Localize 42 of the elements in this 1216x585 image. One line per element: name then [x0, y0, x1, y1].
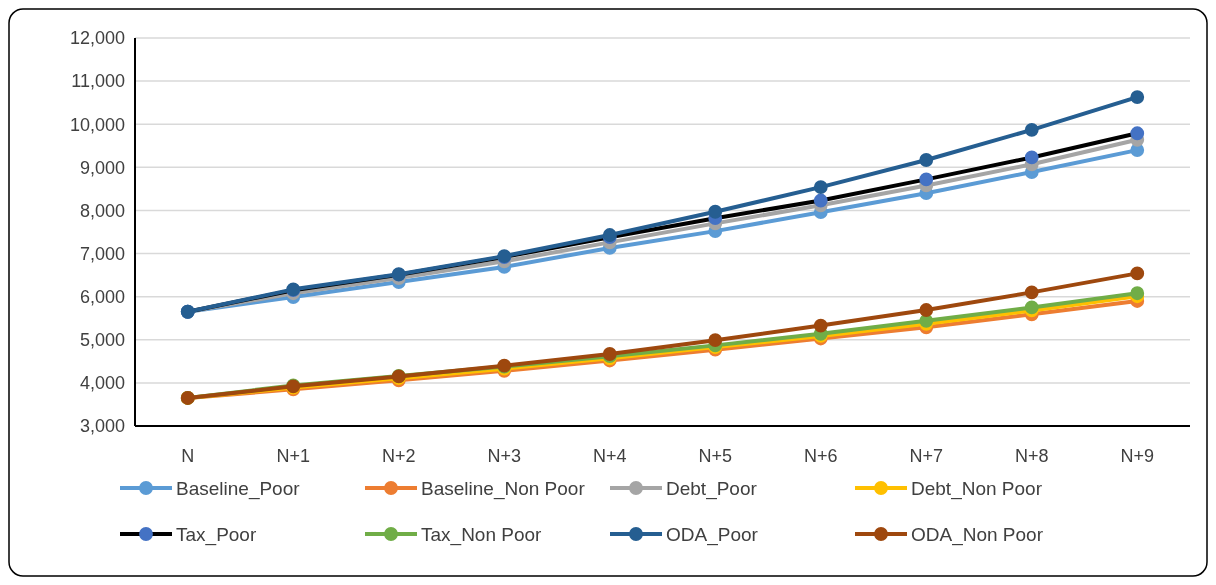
point	[1024, 122, 1039, 137]
x-tick-label: N	[181, 446, 195, 466]
x-tick-label: N+7	[909, 446, 944, 466]
x-tick-label: N+4	[592, 446, 627, 466]
y-tick-label: 8,000	[79, 200, 125, 221]
x-tick-label: N+9	[1120, 446, 1155, 466]
point	[708, 333, 723, 348]
x-tick-label: N+3	[487, 446, 522, 466]
y-tick-label: 11,000	[71, 71, 125, 92]
legend-label: Debt_Poor	[666, 477, 758, 500]
point	[813, 318, 828, 333]
point	[708, 204, 723, 219]
x-tick-label: N+2	[381, 446, 416, 466]
legend-label: Debt_Non Poor	[911, 477, 1043, 500]
y-tick-label: 3,000	[79, 416, 125, 437]
point	[919, 172, 934, 187]
point	[1130, 126, 1145, 141]
legend-label: Tax_Poor	[176, 523, 257, 546]
x-tick-label: N+8	[1014, 446, 1049, 466]
y-tick-label: 9,000	[79, 157, 125, 178]
y-tick-label: 12,000	[69, 28, 125, 49]
point	[813, 193, 828, 208]
legend-label: Baseline_Non Poor	[421, 477, 586, 500]
y-tick-label: 5,000	[79, 330, 125, 351]
y-tick-label: 4,000	[79, 373, 125, 394]
legend-label: ODA_Non Poor	[911, 523, 1044, 546]
y-tick-label: 10,000	[69, 114, 125, 135]
point	[813, 180, 828, 195]
y-tick-label: 6,000	[79, 286, 125, 307]
point	[919, 153, 934, 167]
point	[1024, 150, 1039, 165]
legend-label: Tax_Non Poor	[421, 523, 543, 546]
x-tick-label: N+1	[276, 446, 311, 466]
x-tick-label: N+5	[698, 446, 733, 466]
point	[1130, 266, 1145, 281]
point	[1130, 90, 1145, 104]
y-tick-label: 7,000	[79, 243, 125, 264]
point	[919, 303, 934, 317]
point	[1024, 285, 1039, 300]
x-tick-label: N+6	[803, 446, 838, 466]
legend-label: ODA_Poor	[666, 523, 759, 546]
legend-label: Baseline_Poor	[176, 477, 301, 500]
